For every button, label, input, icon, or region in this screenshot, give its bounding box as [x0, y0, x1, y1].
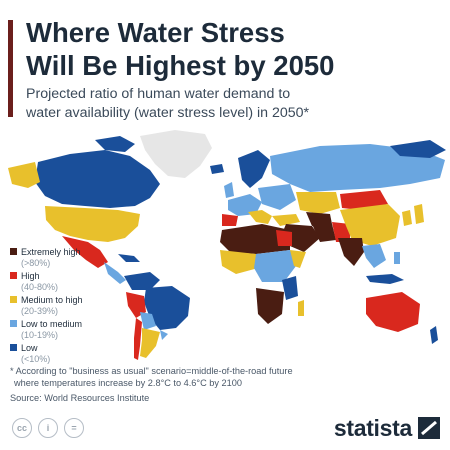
legend-item-low-to-medium: Low to medium (10-19%): [10, 319, 150, 340]
legend-range: (20-39%): [21, 305, 59, 316]
region-brazil: [144, 286, 190, 330]
region-west-africa: [220, 250, 258, 274]
region-mexico: [62, 236, 108, 268]
footnote-block: * According to "business as usual" scena…: [10, 366, 440, 405]
region-uruguay: [160, 330, 168, 340]
region-east-africa: [282, 276, 298, 300]
region-central-asia: [306, 212, 332, 226]
region-afghanistan-pakistan: [332, 222, 350, 242]
statista-logo-icon: [418, 417, 440, 439]
region-greenland: [140, 130, 212, 178]
legend-range: (40-80%): [21, 281, 59, 292]
legend-label: High: [21, 271, 40, 281]
source-note: Source: World Resources Institute: [10, 393, 150, 403]
region-usa: [45, 206, 140, 242]
region-central-africa: [254, 250, 296, 282]
region-central-america: [104, 262, 126, 284]
region-horn-africa: [290, 250, 306, 268]
region-venezuela-colombia: [124, 272, 160, 290]
legend-swatch: [10, 296, 17, 303]
title-accent-bar: [8, 20, 13, 117]
legend-label: Medium to high: [21, 295, 83, 305]
region-canada: [35, 150, 160, 208]
region-bolivia: [140, 312, 156, 330]
footnote: * According to "business as usual" scena…: [10, 366, 293, 388]
region-southeast-asia: [362, 244, 386, 268]
region-argentina: [140, 328, 160, 358]
region-scandinavia: [238, 150, 270, 188]
legend-label: Extremely high: [21, 247, 81, 257]
region-egypt: [276, 230, 292, 246]
attribution-icon[interactable]: i: [38, 418, 58, 438]
map-legend: Extremely high (>80%) High (40-80%) Medi…: [10, 247, 150, 367]
region-iran: [312, 224, 336, 242]
world-map: [8, 130, 446, 360]
region-italy-balkans: [248, 210, 272, 224]
region-western-europe: [228, 194, 262, 216]
chart-title: Where Water Stress Will Be Highest by 20…: [26, 17, 335, 81]
region-spain: [222, 214, 238, 226]
legend-label: Low to medium: [21, 319, 83, 329]
region-alaska: [8, 162, 40, 188]
region-russia-east: [390, 140, 446, 158]
region-peru: [126, 292, 146, 318]
region-kazakhstan: [296, 192, 340, 214]
legend-item-high: High (40-80%): [10, 271, 150, 292]
legend-swatch: [10, 272, 17, 279]
region-new-zealand: [430, 326, 438, 344]
region-indonesia: [366, 274, 404, 284]
brand-block[interactable]: statista: [334, 414, 440, 442]
region-australia: [366, 292, 420, 332]
region-iceland: [210, 164, 224, 174]
legend-item-extremely-high: Extremely high (>80%): [10, 247, 150, 268]
license-icons: cc i =: [12, 418, 84, 442]
legend-item-low: Low (<10%): [10, 343, 150, 364]
brand-name: statista: [333, 414, 412, 441]
legend-range: (<10%): [21, 353, 51, 364]
region-japan: [414, 204, 424, 224]
region-north-africa: [220, 224, 290, 254]
no-derivatives-icon[interactable]: =: [64, 418, 84, 438]
legend-label: Low: [21, 343, 38, 353]
legend-swatch: [10, 344, 17, 351]
region-canada-islands: [95, 136, 135, 152]
region-mongolia: [340, 190, 388, 210]
legend-swatch: [10, 248, 17, 255]
region-chile: [134, 318, 142, 360]
legend-range: (>80%): [21, 257, 51, 268]
region-philippines: [394, 252, 400, 264]
creative-commons-icon[interactable]: cc: [12, 418, 32, 438]
region-uk: [224, 182, 234, 198]
region-india: [338, 238, 364, 266]
region-korea-japan: [402, 210, 412, 226]
legend-swatch: [10, 320, 17, 327]
region-southern-africa: [256, 288, 284, 324]
legend-item-medium-to-high: Medium to high (20-39%): [10, 295, 150, 316]
region-caribbean: [118, 254, 140, 262]
region-china: [340, 204, 400, 246]
region-eastern-europe: [258, 184, 296, 210]
chart-subtitle: Projected ratio of human water demand to…: [26, 86, 310, 121]
region-madagascar: [298, 300, 304, 316]
region-turkey: [272, 214, 300, 226]
legend-range: (10-19%): [21, 329, 59, 340]
